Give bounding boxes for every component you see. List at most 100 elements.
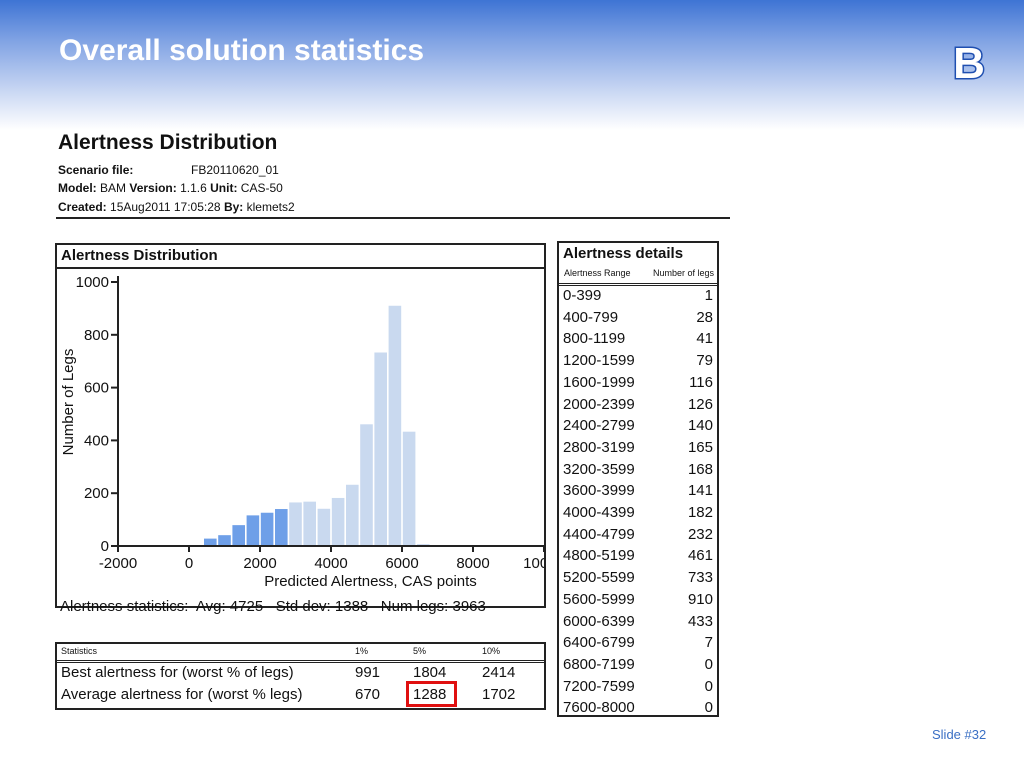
y-tick-label: 1000 xyxy=(76,274,109,291)
detail-range: 1600-1999 xyxy=(563,373,635,391)
model-line: Model: BAM Version: 1.1.6 Unit: CAS-50 xyxy=(58,181,283,195)
detail-count: 165 xyxy=(687,438,713,456)
detail-count: 41 xyxy=(696,330,713,348)
detail-count: 232 xyxy=(687,525,713,543)
alertness-summary: Alertness statistics: Avg: 4725 Std dev:… xyxy=(60,598,486,615)
model-value: BAM xyxy=(100,181,127,195)
detail-range: 7200-7599 xyxy=(563,677,635,695)
summary-num: Num legs: 3963 xyxy=(380,598,486,615)
detail-range: 6800-7199 xyxy=(563,655,635,673)
detail-range: 0-399 xyxy=(563,287,602,304)
detail-row: 1200-1599 79 xyxy=(559,352,717,373)
histogram-bar xyxy=(360,424,373,546)
panel-title: Alertness Distribution xyxy=(57,245,544,269)
histogram-bar xyxy=(275,509,288,546)
details-col-range: Alertness Range xyxy=(564,268,631,278)
histogram-panel: Alertness Distribution 0 200 400 600 800 1000… xyxy=(55,243,546,608)
version-value: 1.1.6 xyxy=(180,181,207,195)
detail-range: 7600-8000 xyxy=(563,699,635,717)
y-tick-label: 0 xyxy=(101,538,109,555)
x-tick-label: 10000 xyxy=(523,555,544,572)
detail-count: 1 xyxy=(704,287,713,304)
histogram-bar xyxy=(331,497,345,546)
header-divider xyxy=(56,217,730,219)
created-line: Created: 15Aug2011 17:05:28 By: klemets2 xyxy=(58,200,295,214)
slide-title: Overall solution statistics xyxy=(59,34,425,67)
scenario-label: Scenario file: xyxy=(58,163,134,177)
detail-range: 5600-5999 xyxy=(563,590,635,608)
details-title: Alertness details xyxy=(563,245,684,262)
histogram-bar xyxy=(346,484,359,546)
detail-row: 800-1199 41 xyxy=(559,330,717,351)
detail-row: 3600-3999 141 xyxy=(559,482,717,503)
detail-range: 3600-3999 xyxy=(563,482,635,500)
detail-row: 7600-8000 0 xyxy=(559,699,717,720)
detail-count: 0 xyxy=(704,655,713,673)
detail-count: 79 xyxy=(696,352,713,370)
x-tick-label: 2000 xyxy=(243,555,276,572)
detail-row: 6000-6399 433 xyxy=(559,613,717,634)
histogram-bar xyxy=(246,515,260,546)
histogram-bar xyxy=(204,538,217,546)
unit-value: CAS-50 xyxy=(240,181,283,195)
version-label: Version: xyxy=(129,181,177,195)
stats-header-1pct: 1% xyxy=(355,646,369,656)
detail-range: 1200-1599 xyxy=(563,352,635,370)
detail-row: 1600-1999 116 xyxy=(559,374,717,395)
statistics-header: Statistics 1% 5% 10% xyxy=(57,644,544,663)
detail-row: 400-799 28 xyxy=(559,309,717,330)
report-title: Alertness Distribution xyxy=(58,131,278,154)
detail-range: 2800-3199 xyxy=(563,438,635,456)
stats-row-label: Best alertness for (worst % of legs) xyxy=(61,664,294,681)
detail-row: 7200-7599 0 xyxy=(559,678,717,699)
histogram-bar xyxy=(232,525,245,546)
stats-header-label: Statistics xyxy=(61,646,98,656)
summary-avg: Avg: 4725 xyxy=(195,598,264,615)
histogram-bar xyxy=(289,502,302,546)
stats-header-10pct: 10% xyxy=(482,646,501,656)
model-label: Model: xyxy=(58,181,97,195)
histogram-bar xyxy=(388,305,402,546)
header-band xyxy=(0,0,1024,130)
unit-label: Unit: xyxy=(210,181,238,195)
created-value: 15Aug2011 17:05:28 xyxy=(110,200,221,214)
highlight-box xyxy=(406,681,457,707)
histogram-bar xyxy=(317,508,331,546)
x-tick-label: 8000 xyxy=(456,555,489,572)
created-label: Created: xyxy=(58,200,107,214)
stats-row-average: Average alertness for (worst % legs) 670… xyxy=(57,686,544,708)
detail-count: 7 xyxy=(704,634,713,652)
svg-text:B: B xyxy=(953,40,985,84)
detail-row: 4000-4399 182 xyxy=(559,504,717,525)
stats-row-best: Best alertness for (worst % of legs) 991… xyxy=(57,664,544,686)
detail-row: 2400-2799 140 xyxy=(559,417,717,438)
detail-count: 126 xyxy=(687,395,713,413)
summary-label: Alertness statistics: xyxy=(60,598,189,615)
alertness-details-table: Alertness details Alertness Range Number… xyxy=(557,241,719,717)
x-axis-label: Predicted Alertness, CAS points xyxy=(264,573,477,590)
histogram-bar xyxy=(374,352,387,546)
detail-range: 4000-4399 xyxy=(563,504,635,521)
detail-range: 4400-4799 xyxy=(563,525,635,543)
statistics-table: Statistics 1% 5% 10% Best alertness for … xyxy=(55,642,546,710)
scenario-value: FB20110620_01 xyxy=(191,163,279,177)
detail-count: 28 xyxy=(696,308,713,326)
detail-range: 6000-6399 xyxy=(563,612,635,630)
histogram-bar xyxy=(260,512,274,546)
detail-count: 168 xyxy=(687,460,713,478)
detail-row: 0-399 1 xyxy=(559,287,717,308)
y-tick-label: 600 xyxy=(84,380,109,397)
details-divider xyxy=(559,283,717,286)
detail-count: 0 xyxy=(704,699,713,717)
detail-row: 6800-7199 0 xyxy=(559,656,717,677)
stats-header-5pct: 5% xyxy=(413,646,427,656)
detail-row: 2800-3199 165 xyxy=(559,439,717,460)
detail-row: 3200-3599 168 xyxy=(559,461,717,482)
x-tick-label: 6000 xyxy=(385,555,418,572)
detail-row: 4800-5199 461 xyxy=(559,547,717,568)
histogram-bar xyxy=(303,501,316,546)
stats-cell: 670 xyxy=(355,686,381,703)
detail-row: 5600-5999 910 xyxy=(559,591,717,612)
detail-range: 4800-5199 xyxy=(563,547,635,565)
